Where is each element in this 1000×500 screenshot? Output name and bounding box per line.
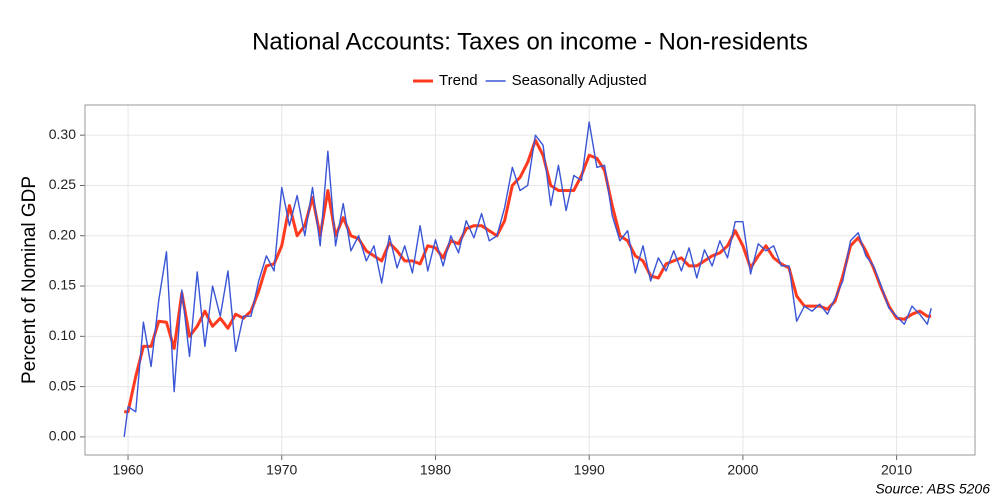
legend: Trend Seasonally Adjusted (413, 72, 647, 89)
series-line (124, 138, 932, 414)
y-tick-label: 0.30 (49, 126, 76, 142)
source: Source: ABS 5206 (875, 481, 990, 497)
plot-background (85, 105, 975, 455)
x-tick-label: 2000 (727, 462, 758, 478)
y-tick-label: 0.15 (49, 277, 76, 293)
y-tick-label: 0.25 (49, 176, 76, 192)
x-tick-label: 1970 (266, 462, 297, 478)
chart-title: National Accounts: Taxes on income - Non… (252, 28, 808, 55)
x-tick-label: 2010 (881, 462, 912, 478)
y-tick-label: 0.20 (49, 226, 76, 242)
x-tick-label: 1990 (574, 462, 605, 478)
x-tick-label: 1960 (112, 462, 143, 478)
plot-border (84, 104, 976, 456)
y-axis-label: Percent of Nominal GDP (19, 176, 40, 384)
legend-label: Trend (439, 72, 478, 89)
series-line (123, 121, 932, 437)
y-tick-label: 0.10 (49, 327, 76, 343)
y-tick-label: 0.05 (49, 377, 76, 393)
x-tick-label: 1980 (420, 462, 451, 478)
y-tick-label: 0.00 (49, 428, 76, 444)
legend-label: Seasonally Adjusted (512, 72, 647, 89)
